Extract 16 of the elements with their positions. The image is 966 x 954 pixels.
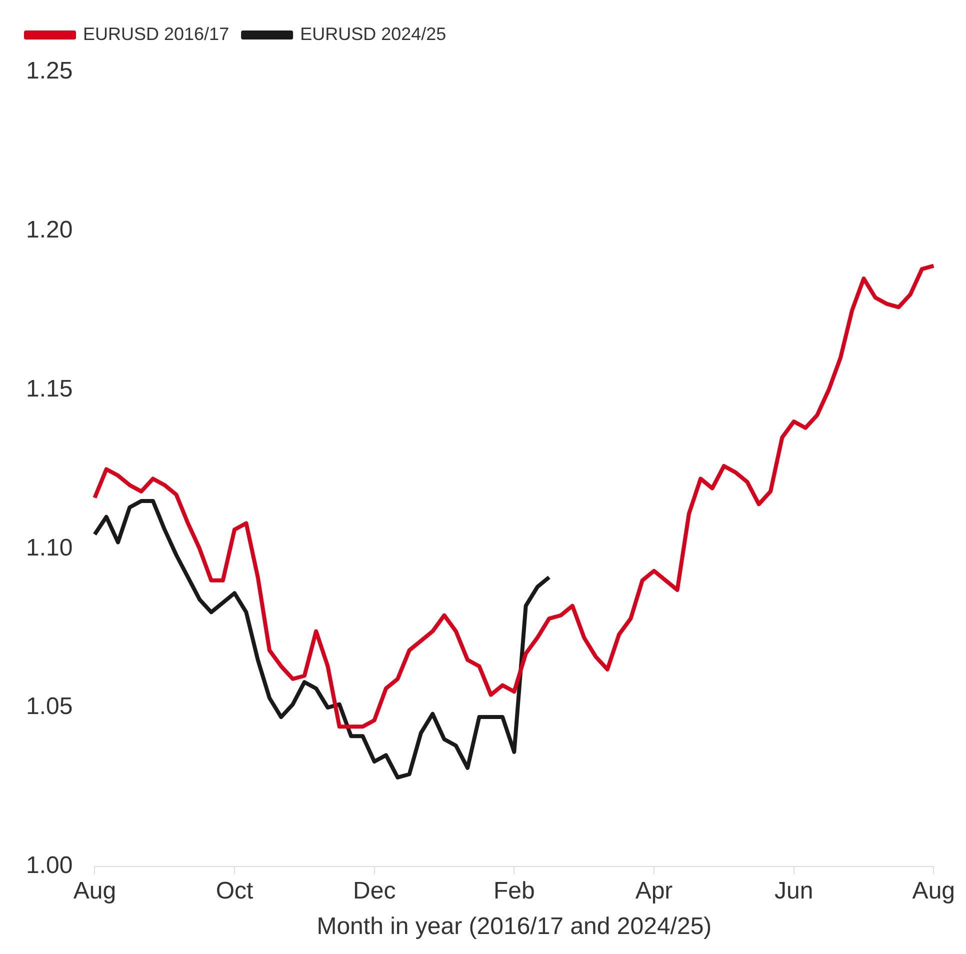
x-tick-label: Jun [774,877,814,904]
y-tick-label: 1.05 [26,693,73,720]
y-tick-label: 1.10 [26,534,73,562]
x-tick-label: Dec [353,877,396,904]
y-tick-label: 1.25 [26,58,73,85]
x-tick-label: Apr [635,877,673,904]
legend-label: EURUSD 2016/17 [83,24,230,44]
y-tick-label: 1.20 [26,216,73,244]
x-tick-label: Aug [912,877,955,904]
x-tick-label: Feb [494,877,535,904]
x-tick-label: Aug [73,877,116,904]
legend-label: EURUSD 2024/25 [300,24,446,44]
x-axis-title: Month in year (2016/17 and 2024/25) [316,913,712,940]
y-tick-label: 1.15 [26,375,73,402]
y-tick-label: 1.00 [26,852,73,880]
x-tick-label: Oct [216,877,254,904]
